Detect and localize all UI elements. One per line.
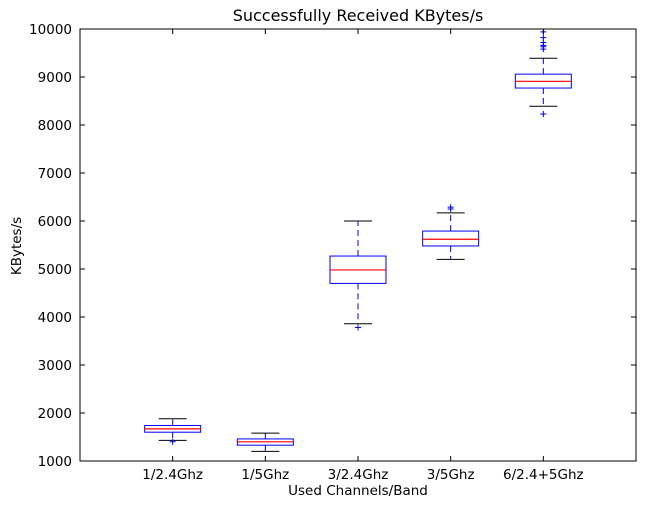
y-tick-label: 8000 xyxy=(38,118,72,134)
outlier-marker xyxy=(540,110,547,117)
outlier-marker xyxy=(447,204,454,211)
box-group xyxy=(329,220,387,331)
y-tick-label: 3000 xyxy=(38,358,72,374)
plot-layer xyxy=(144,28,572,452)
x-tick-label: 6/2.4+5Ghz xyxy=(503,467,584,483)
y-tick-label: 6000 xyxy=(38,214,72,230)
x-axis-label: Used Channels/Band xyxy=(288,483,428,499)
x-tick-label: 1/5Ghz xyxy=(241,467,289,483)
x-tick-label: 3/2.4Ghz xyxy=(328,467,389,483)
y-tick-label: 4000 xyxy=(38,310,72,326)
y-axis-label: KBytes/s xyxy=(9,216,25,276)
box-group xyxy=(422,204,480,260)
chart-title: Successfully Received KBytes/s xyxy=(232,6,484,25)
box-group xyxy=(144,418,202,445)
outlier-marker xyxy=(169,438,176,445)
y-tick-label: 2000 xyxy=(38,406,72,422)
tick-layer: 1000 2000 3000 4000 5000 6000 7000 8000 9000 1000… xyxy=(29,22,636,483)
y-tick-label: 7000 xyxy=(38,166,72,182)
box-iqr xyxy=(422,230,480,247)
y-tick-label: 10000 xyxy=(29,22,72,38)
x-tick-label: 1/2.4Ghz xyxy=(142,467,203,483)
outlier-marker xyxy=(355,324,361,331)
x-tick-label: 3/5Ghz xyxy=(427,467,475,483)
outlier-marker xyxy=(540,34,547,41)
y-tick-label: 1000 xyxy=(38,454,72,470)
box-group xyxy=(514,28,572,117)
y-tick-label: 5000 xyxy=(38,262,72,278)
y-tick-label: 9000 xyxy=(38,70,72,86)
box-group xyxy=(236,432,294,452)
